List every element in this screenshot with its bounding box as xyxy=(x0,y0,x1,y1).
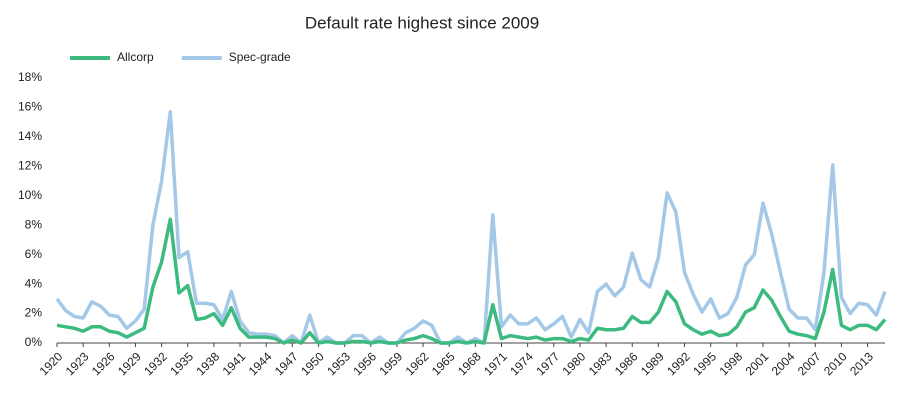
x-tick-label: 1953 xyxy=(324,349,353,378)
x-tick-label: 1935 xyxy=(167,349,196,378)
x-tick-label: 2001 xyxy=(743,349,772,378)
x-tick-label: 1995 xyxy=(690,349,719,378)
x-tick-label: 1923 xyxy=(63,349,92,378)
x-tick-label: 2004 xyxy=(769,349,798,378)
y-tick-label: 2% xyxy=(25,306,43,320)
x-tick-label: 1944 xyxy=(246,349,275,378)
x-tick-label: 1956 xyxy=(350,349,379,378)
x-tick-label: 1929 xyxy=(115,349,144,378)
x-tick-label: 1920 xyxy=(37,349,66,378)
x-tick-label: 1977 xyxy=(533,349,562,378)
y-tick-label: 16% xyxy=(18,100,42,114)
y-tick-label: 10% xyxy=(18,188,42,202)
x-tick-label: 1998 xyxy=(716,349,745,378)
x-tick-label: 1992 xyxy=(664,349,693,378)
y-tick-label: 14% xyxy=(18,129,42,143)
x-tick-label: 1947 xyxy=(272,349,301,378)
x-tick-label: 2013 xyxy=(847,349,876,378)
x-tick-label: 2010 xyxy=(821,349,850,378)
legend-label: Allcorp xyxy=(117,50,154,64)
x-tick-label: 1968 xyxy=(455,349,484,378)
series-line xyxy=(55,110,887,345)
x-tick-label: 1983 xyxy=(586,349,615,378)
y-tick-label: 0% xyxy=(25,335,43,349)
y-tick-label: 8% xyxy=(25,217,43,231)
chart-title: Default rate highest since 2009 xyxy=(305,13,539,32)
y-tick-label: 18% xyxy=(18,70,42,84)
x-tick-label: 1962 xyxy=(403,349,432,378)
legend-label: Spec-grade xyxy=(229,50,291,64)
y-tick-label: 12% xyxy=(18,159,42,173)
x-tick-label: 1986 xyxy=(612,349,641,378)
x-tick-label: 1959 xyxy=(376,349,405,378)
x-tick-label: 1932 xyxy=(141,349,170,378)
x-tick-label: 1950 xyxy=(298,349,327,378)
series-line xyxy=(56,217,887,345)
x-tick-label: 1971 xyxy=(481,349,510,378)
x-tick-label: 1926 xyxy=(89,349,118,378)
x-tick-label: 1965 xyxy=(429,349,458,378)
x-tick-label: 1980 xyxy=(560,349,589,378)
y-tick-label: 6% xyxy=(25,247,43,261)
x-tick-label: 2007 xyxy=(795,349,824,378)
x-tick-label: 1989 xyxy=(638,349,667,378)
x-tick-label: 1974 xyxy=(507,349,536,378)
x-tick-label: 1938 xyxy=(193,349,222,378)
y-tick-label: 4% xyxy=(25,276,43,290)
x-tick-label: 1941 xyxy=(220,349,249,378)
